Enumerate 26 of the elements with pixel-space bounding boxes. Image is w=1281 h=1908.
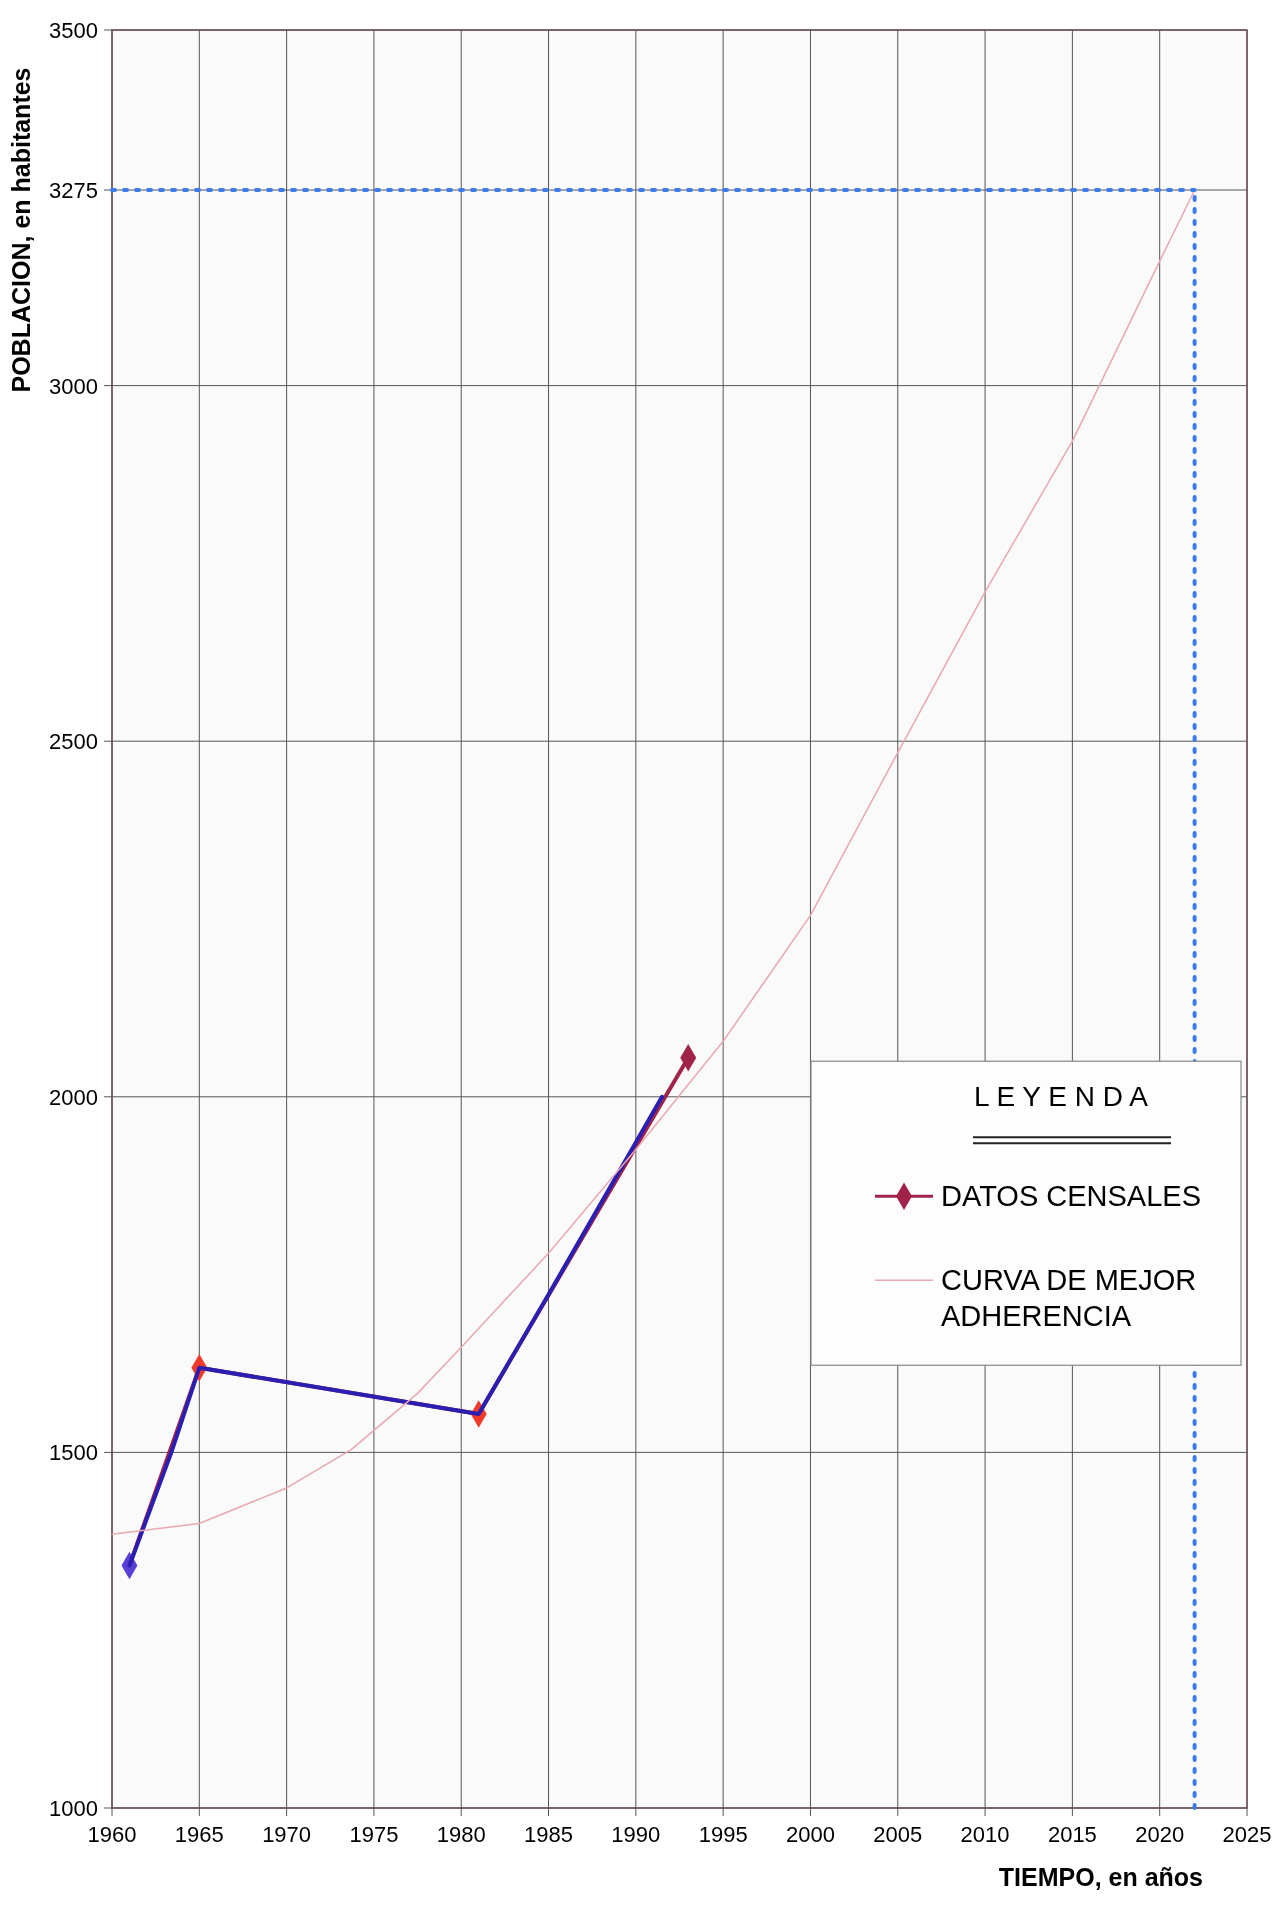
y-tick-label: 1000 <box>49 1796 98 1821</box>
y-tick-label: 3500 <box>49 18 98 43</box>
x-axis-title: TIEMPO, en años <box>998 1863 1203 1891</box>
x-tick-label: 1980 <box>436 1822 486 1847</box>
legend-title: L E Y E N D A <box>974 1081 1149 1113</box>
y-tick-label: 2500 <box>49 729 98 755</box>
x-tick-label: 1995 <box>698 1822 748 1847</box>
y-tick-label: 2000 <box>49 1084 98 1110</box>
x-tick-label: 1960 <box>87 1822 137 1847</box>
y-tick-label: 3000 <box>49 373 98 399</box>
y-axis-title: POBLACION, en habitantes <box>7 67 35 393</box>
x-tick-label: 2020 <box>1135 1822 1185 1847</box>
x-tick-label: 2010 <box>960 1822 1010 1847</box>
x-tick-label: 1965 <box>174 1822 224 1847</box>
x-tick-label: 1975 <box>349 1822 399 1847</box>
x-tick-label: 2025 <box>1222 1822 1272 1847</box>
x-tick-label: 1985 <box>524 1822 574 1847</box>
y-tick-label: 3275 <box>49 178 98 204</box>
x-tick-label: 2005 <box>873 1822 923 1847</box>
y-tick-label: 1500 <box>49 1440 98 1466</box>
x-tick-label: 1990 <box>611 1822 661 1847</box>
x-tick-label: 1970 <box>262 1822 312 1847</box>
x-tick-label: 2015 <box>1047 1822 1097 1847</box>
legend-label: CURVA DE MEJOR ADHERENCIA <box>941 1264 1197 1333</box>
x-tick-label: 2000 <box>785 1822 835 1847</box>
legend-label: DATOS CENSALES <box>941 1180 1202 1213</box>
